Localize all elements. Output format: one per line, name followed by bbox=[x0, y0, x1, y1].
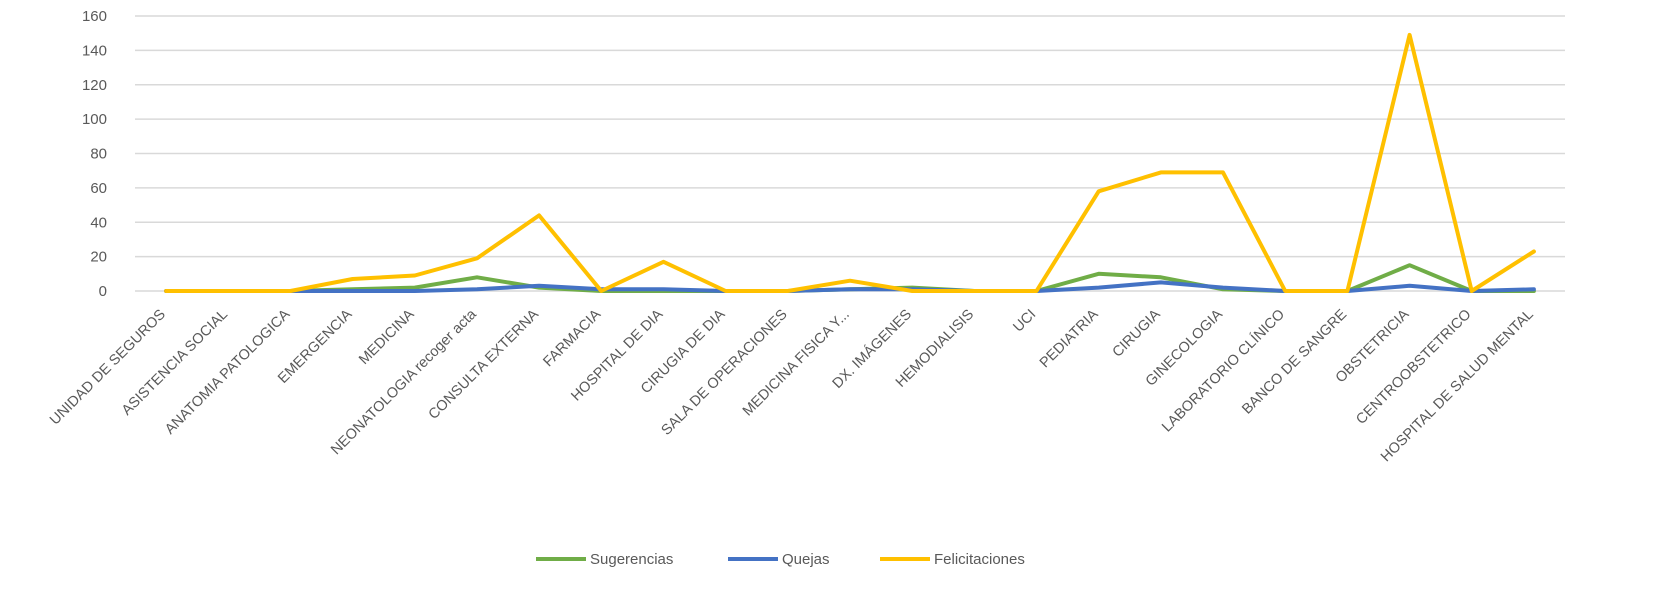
series-felicitaciones bbox=[164, 32, 1536, 293]
y-tick-label: 160 bbox=[82, 8, 107, 25]
y-tick-label: 100 bbox=[82, 111, 107, 128]
x-category-label: CONSULTA EXTERNA bbox=[426, 306, 543, 423]
y-tick-label: 0 bbox=[99, 283, 107, 300]
x-category-label: MEDICINA bbox=[356, 306, 418, 368]
legend-label-quejas: Quejas bbox=[782, 551, 830, 568]
y-tick-label: 40 bbox=[90, 214, 107, 231]
y-tick-label: 80 bbox=[90, 146, 107, 163]
y-axis-tick-labels: 0 20 40 60 80 100 120 140 160 bbox=[82, 8, 107, 300]
legend-label-sugerencias: Sugerencias bbox=[590, 551, 673, 568]
x-category-label: UNIDAD DE SEGUROS bbox=[47, 307, 169, 429]
x-category-label: FARMACIA bbox=[540, 306, 604, 370]
legend: Sugerencias Quejas Felicitaciones bbox=[536, 551, 1025, 568]
x-category-label: CENTROOBSTETRICO bbox=[1353, 307, 1474, 428]
y-tick-label: 60 bbox=[90, 180, 107, 197]
x-category-label: LABORATORIO CLÍNICO bbox=[1158, 306, 1288, 436]
x-category-label: CIRUGIA bbox=[1110, 306, 1164, 360]
x-category-label: BANCO DE SANGRE bbox=[1239, 306, 1350, 417]
x-category-label: UCI bbox=[1010, 307, 1039, 336]
x-category-label: SALA DE OPERACIONES bbox=[659, 307, 791, 439]
x-category-label: MEDICINA FISICA Y... bbox=[740, 307, 853, 420]
series-lines bbox=[164, 32, 1536, 293]
y-tick-label: 120 bbox=[82, 77, 107, 94]
y-tick-label: 20 bbox=[90, 249, 107, 266]
gridlines bbox=[135, 15, 1565, 292]
series-line-felicitaciones bbox=[164, 32, 1536, 293]
x-category-label: ANATOMIA PATOLOGICA bbox=[162, 306, 293, 437]
x-category-label: ASISTENCIA SOCIAL bbox=[119, 307, 231, 419]
y-tick-label: 140 bbox=[82, 42, 107, 59]
legend-label-felicitaciones: Felicitaciones bbox=[934, 551, 1025, 568]
x-category-label: PEDIATRIA bbox=[1037, 306, 1102, 371]
